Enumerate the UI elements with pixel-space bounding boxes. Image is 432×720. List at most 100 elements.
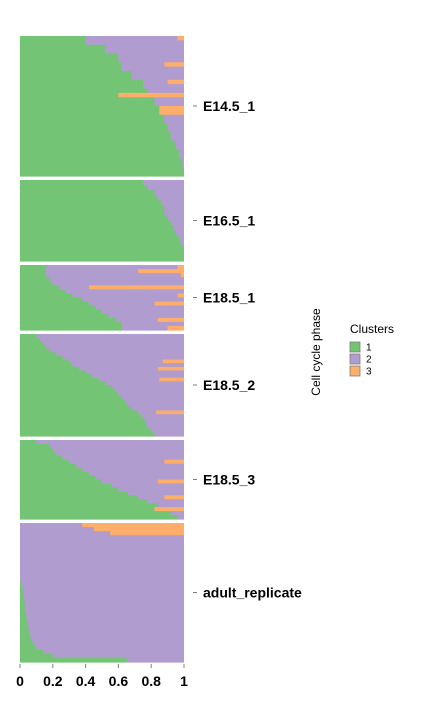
bar-segment-cluster-1 [20,84,143,90]
bar-segment-cluster-2 [52,653,184,659]
bar-segment-cluster-3 [154,301,184,307]
x-tick-label: 0 [16,673,24,689]
bar-segment-cluster-2 [174,225,184,232]
facet-E18.5_3: E18.5_3 [20,440,255,520]
bar-segment-cluster-2 [143,84,184,90]
bar-segment-cluster-1 [20,245,184,252]
bar-segment-cluster-2 [177,515,184,520]
bar-segment-cluster-2 [118,57,184,63]
bar-segment-cluster-2 [49,443,184,449]
bar-segment-cluster-2 [23,588,185,594]
bar-segment-cluster-1 [20,487,119,492]
bar-segment-cluster-1 [20,57,119,63]
bar-segment-cluster-2 [21,580,184,585]
bar-segment-cluster-2 [85,36,178,41]
x-tick-label: 1 [180,673,188,689]
legend-label-1: 1 [366,343,372,354]
bar-segment-cluster-2 [20,531,111,536]
bar-segment-cluster-2 [20,576,184,581]
bar-segment-cluster-2 [121,395,184,401]
bar-segment-cluster-1 [20,410,139,415]
bar-segment-cluster-1 [20,629,30,634]
bar-segment-cluster-2 [138,410,157,415]
bar-segment-cluster-3 [157,366,184,372]
x-tick-label: 0.6 [109,673,129,689]
bar-segment-cluster-1 [20,220,171,227]
bar-segment-cluster-2 [157,503,184,508]
bar-segment-cluster-1 [20,269,47,274]
bar-segment-cluster-1 [20,75,132,81]
bar-segment-cluster-1 [20,592,24,598]
bar-segment-cluster-2 [121,66,184,72]
bar-segment-cluster-1 [20,608,25,614]
bar-segment-cluster-2 [23,596,185,602]
bar-segment-cluster-2 [20,559,184,565]
bar-segment-cluster-3 [159,377,184,382]
facet-panels: E14.5_1 E16.5_1 E18.5_1 E18.5_2 E18.5_3adult… [20,36,302,663]
bar-segment-cluster-1 [20,334,37,339]
bar-segment-cluster-1 [20,123,168,129]
bar-segment-cluster-1 [20,388,116,393]
bar-segment-cluster-2 [59,285,89,290]
bar-segment-cluster-1 [20,637,32,643]
bar-segment-cluster-2 [141,414,184,419]
bar-segment-cluster-1 [20,499,148,504]
bar-segment-cluster-3 [162,359,184,364]
bar-segment-cluster-2 [164,205,184,211]
bar-segment-cluster-2 [85,40,184,46]
bar-segment-cluster-1 [20,49,106,55]
legend-swatch-1 [349,341,361,353]
bar-segment-cluster-2 [49,348,184,353]
bar-segment-cluster-1 [20,281,53,286]
bar-segment-cluster-1 [20,301,89,307]
bar-segment-cluster-1 [20,425,148,430]
bar-segment-cluster-1 [20,348,50,353]
bar-segment-cluster-3 [167,79,184,85]
bar-segment-cluster-1 [20,374,93,379]
bar-segment-cluster-2 [121,321,184,327]
bar-segment-cluster-1 [20,110,160,116]
bar-segment-cluster-2 [105,44,184,50]
bar-segment-cluster-2 [175,141,184,146]
bar-segment-cluster-1 [20,588,24,594]
bar-segment-cluster-1 [20,399,125,404]
bar-segment-cluster-2 [20,539,184,545]
bar-segment-cluster-1 [20,265,47,270]
bar-segment-cluster-1 [20,507,165,512]
bar-segment-cluster-2 [154,101,184,107]
facet-label: adult_replicate [203,585,302,601]
bar-segment-cluster-2 [115,388,184,393]
bar-segment-cluster-1 [20,44,106,50]
bar-segment-cluster-1 [20,417,145,423]
bar-segment-cluster-1 [20,600,25,606]
bar-segment-cluster-1 [20,440,37,445]
bar-segment-cluster-1 [20,479,102,485]
bar-segment-cluster-3 [177,265,184,270]
bar-segment-cluster-1 [20,127,168,133]
bar-segment-cluster-3 [118,92,184,98]
bar-segment-cluster-2 [33,641,185,647]
bar-segment-cluster-2 [102,479,158,485]
bar-segment-cluster-1 [20,475,96,481]
bar-segment-cluster-2 [79,366,158,372]
bar-segment-cluster-2 [179,154,184,160]
bar-segment-cluster-2 [111,483,184,488]
bar-segment-cluster-2 [49,277,184,282]
bar-segment-cluster-2 [121,62,165,68]
bar-segment-cluster-3 [164,459,184,465]
bar-segment-cluster-1 [20,101,155,107]
bar-segment-cluster-2 [42,649,185,655]
bar-segment-cluster-1 [20,491,129,496]
bar-segment-cluster-1 [20,649,43,655]
bar-segment-cluster-2 [26,617,185,622]
bar-segment-cluster-2 [36,334,185,339]
bar-segment-cluster-1 [20,309,102,315]
bar-segment-cluster-2 [108,313,184,319]
bar-segment-cluster-1 [20,36,86,41]
bar-segment-cluster-2 [154,97,184,103]
bar-segment-cluster-1 [20,463,76,469]
bar-segment-cluster-2 [118,53,184,59]
legend-label-2: 2 [366,355,372,366]
bar-segment-cluster-2 [131,406,184,412]
